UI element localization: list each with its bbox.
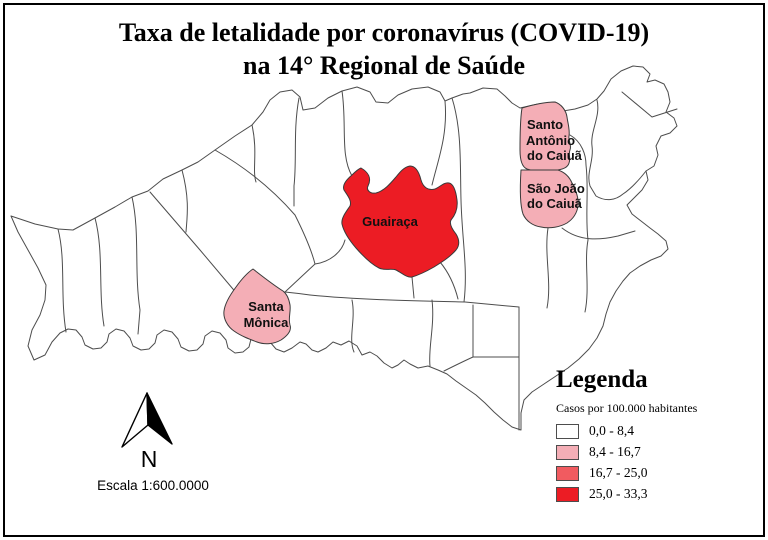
page-title: Taxa de letalidade por coronavírus (COVI… — [0, 16, 768, 82]
north-arrow-icon — [121, 392, 173, 448]
label-santo-antonio-line2: Antônio — [526, 133, 575, 148]
legend-title: Legenda — [556, 366, 648, 393]
region-sao-joao-do-caiua — [519, 169, 579, 229]
label-santa-monica-line1: Santa — [248, 299, 284, 314]
label-santo-antonio-line1: Santo — [527, 117, 563, 132]
label-sao-joao-line2: do Caiuã — [527, 196, 583, 211]
title-line-1: Taxa de letalidade por coronavírus (COVI… — [118, 18, 650, 47]
legend-label-class3: 16,7 - 25,0 — [589, 465, 648, 480]
figure-border — [3, 3, 765, 537]
legend-item: 16,7 - 25,0 — [556, 465, 697, 481]
scale-text: Escala 1:600.0000 — [97, 478, 209, 493]
label-sao-joao-line1: São João — [527, 181, 585, 196]
region-guairaca — [341, 165, 460, 278]
title-line-2: na 14° Regional de Saúde — [242, 51, 525, 80]
legend-label-class1: 0,0 - 8,4 — [589, 423, 634, 438]
legend-label-class2: 8,4 - 16,7 — [589, 444, 641, 459]
label-guairaca: Guairaça — [362, 214, 418, 229]
legend-swatch-class1 — [556, 423, 579, 439]
legend-swatch-class3 — [556, 465, 579, 481]
legend-subtitle: Casos por 100.000 habitantes — [556, 401, 698, 415]
legend-swatch-class4 — [556, 486, 579, 502]
region-santo-antonio-do-caiua — [519, 101, 572, 172]
label-santa-monica-line2: Mônica — [244, 315, 290, 330]
legend-item: 8,4 - 16,7 — [556, 444, 697, 460]
legend-label-class4: 25,0 - 33,3 — [589, 486, 648, 501]
label-santo-antonio-line3: do Caiuã — [527, 148, 583, 163]
legend-item: 0,0 - 8,4 — [556, 423, 697, 439]
north-label: N — [141, 446, 158, 472]
region-outline — [10, 65, 678, 431]
region-santa-monica — [223, 268, 291, 345]
legend-swatch-class2 — [556, 444, 579, 460]
legend-item: 25,0 - 33,3 — [556, 486, 697, 502]
legend: Legenda Casos por 100.000 habitantes 0,0… — [556, 366, 697, 507]
municipal-boundaries — [57, 90, 678, 431]
